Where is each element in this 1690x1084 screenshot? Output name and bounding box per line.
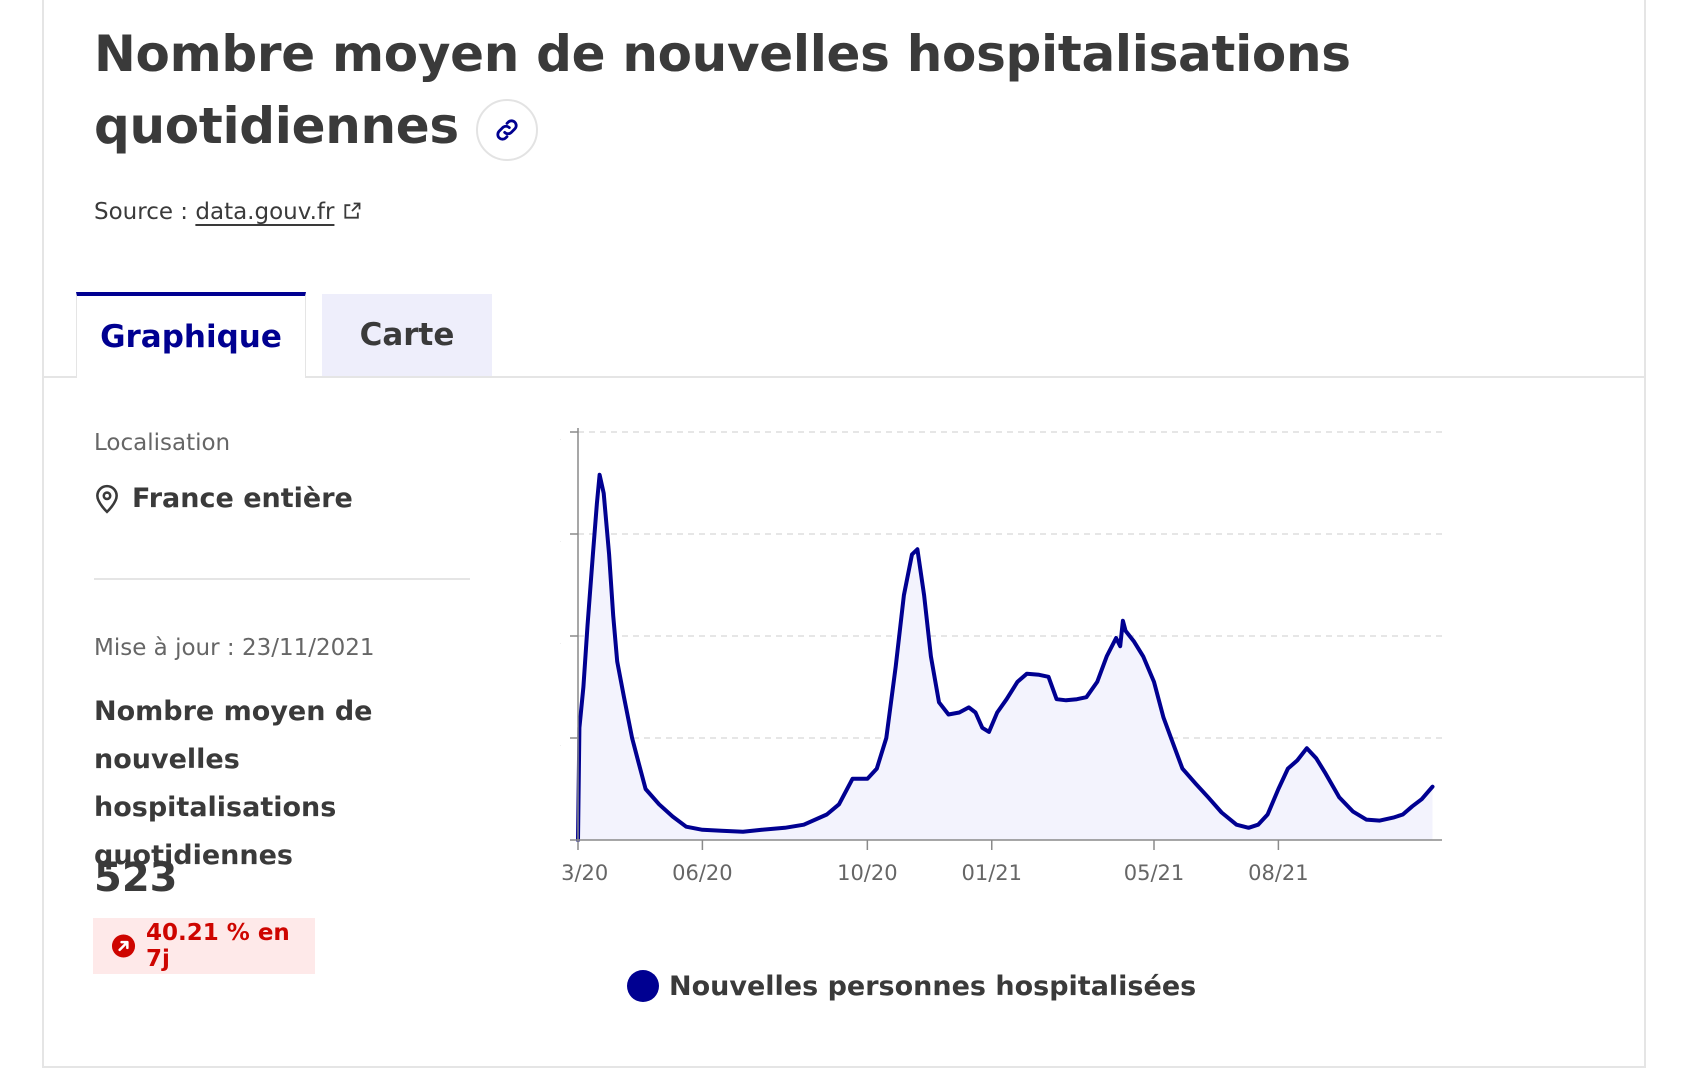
tabs-divider <box>42 376 1646 378</box>
tab-carte[interactable]: Carte <box>322 294 492 376</box>
legend-swatch <box>627 970 659 1002</box>
series-line <box>576 472 1435 842</box>
x-tick-label: 06/20 <box>672 861 733 885</box>
update-date: Mise à jour : 23/11/2021 <box>94 635 375 661</box>
y-tick-label: 1K <box>560 727 561 751</box>
source-link[interactable]: data.gouv.fr <box>195 199 362 225</box>
tab-graphique[interactable]: Graphique <box>76 292 306 378</box>
series-area <box>578 474 1433 840</box>
map-pin-icon <box>96 484 118 514</box>
chart-line <box>576 472 1435 842</box>
sidebar-divider <box>94 578 470 580</box>
x-tick-label: 08/21 <box>1248 861 1309 885</box>
y-tick-label: 3K <box>560 523 561 547</box>
change-badge: 40.21 % en 7j <box>93 918 315 974</box>
location-name: France entière <box>132 483 353 514</box>
chart-area <box>578 474 1433 840</box>
x-tick-label: 01/21 <box>961 861 1022 885</box>
indicator-card <box>42 0 1646 1068</box>
external-link-icon <box>344 202 361 219</box>
x-tick-label: 05/21 <box>1124 861 1185 885</box>
metric-value: 523 <box>94 855 178 901</box>
change-text: 40.21 % en 7j <box>146 920 290 972</box>
chart-legend[interactable]: Nouvelles personnes hospitalisées <box>627 970 1196 1002</box>
legend-label: Nouvelles personnes hospitalisées <box>669 970 1197 1002</box>
y-tick-label: 4K <box>560 421 561 445</box>
copy-link-button[interactable] <box>476 99 538 161</box>
metric-label: Nombre moyen de nouvelles hospitalisatio… <box>94 696 373 871</box>
active-tab-gap <box>77 375 305 379</box>
source-line: Source : data.gouv.fr <box>94 199 362 225</box>
location-label: Localisation <box>94 430 231 456</box>
x-tick-label: 10/20 <box>837 861 898 885</box>
source-link-label: data.gouv.fr <box>195 199 335 225</box>
arrow-up-right-icon <box>111 934 136 958</box>
link-icon <box>496 119 518 141</box>
page-title: Nombre moyen de nouvelles hospitalisatio… <box>94 25 1351 155</box>
source-prefix: Source : <box>94 199 196 225</box>
y-tick-label: 2K <box>560 625 561 649</box>
x-tick-label: 03/20 <box>560 861 608 885</box>
card-bottom-border <box>42 1066 1646 1068</box>
location-value: France entière <box>94 483 353 514</box>
